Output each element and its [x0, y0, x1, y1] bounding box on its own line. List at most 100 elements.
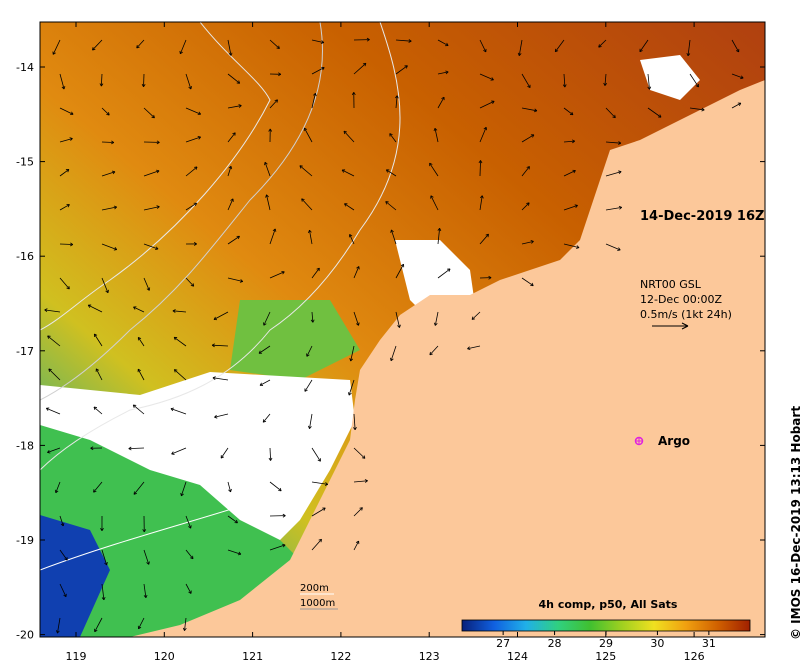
current-arrow	[311, 92, 317, 109]
current-arrow	[173, 369, 187, 381]
current-arrow	[563, 139, 575, 144]
current-arrow	[353, 37, 370, 42]
current-arrow	[311, 267, 320, 279]
current-arrow	[182, 617, 187, 631]
current-arrow	[258, 345, 271, 354]
current-arrow	[479, 39, 487, 53]
lat-tick-label: -14	[16, 61, 34, 74]
current-arrow	[521, 240, 534, 245]
current-arrow	[344, 203, 355, 211]
current-arrow	[59, 73, 66, 90]
current-arrow	[100, 515, 104, 531]
current-arrow	[429, 345, 439, 356]
current-arrow	[227, 549, 242, 556]
current-arrow	[170, 407, 187, 415]
current-arrow	[605, 141, 622, 145]
current-arrow	[303, 127, 313, 143]
lat-tick-label: -18	[16, 439, 34, 452]
current-arrow	[59, 242, 74, 247]
current-arrow	[185, 277, 195, 287]
current-arrow	[437, 227, 442, 245]
current-arrow	[603, 73, 608, 86]
current-arrow	[93, 333, 103, 347]
current-arrow	[395, 263, 405, 279]
current-arrow	[143, 107, 155, 119]
current-arrow	[563, 243, 580, 249]
current-arrow	[143, 243, 159, 251]
current-arrow	[348, 234, 355, 245]
current-arrow	[259, 379, 271, 386]
lat-tick-label: -20	[16, 629, 34, 642]
current-arrow	[639, 39, 649, 53]
current-info-line1: NRT00 GSL	[640, 278, 702, 291]
current-arrow	[87, 304, 103, 313]
lat-tick-label: -19	[16, 534, 34, 547]
current-arrow	[349, 345, 355, 362]
current-arrow	[93, 481, 103, 493]
current-arrow	[47, 335, 61, 347]
current-arrow	[563, 107, 574, 116]
cold-water-patch	[40, 515, 110, 637]
longitude-axis: 119 120 121 122 123 124 125 126	[66, 22, 705, 663]
current-arrow	[353, 413, 357, 431]
lat-tick-label: -15	[16, 156, 34, 169]
current-arrow	[180, 481, 187, 497]
current-arrow	[306, 345, 313, 357]
current-arrow	[389, 133, 397, 143]
colorbar-title: 4h comp, p50, All Sats	[539, 598, 678, 611]
current-arrows	[44, 37, 744, 634]
current-arrow	[308, 413, 313, 429]
current-arrow	[52, 39, 61, 55]
bathy-contour-200m	[40, 22, 401, 471]
current-arrow	[101, 170, 116, 177]
current-arrow	[467, 345, 481, 351]
argo-marker	[634, 436, 644, 446]
current-arrow	[227, 515, 238, 524]
current-arrow	[179, 39, 187, 55]
current-arrow	[212, 376, 229, 381]
current-arrow	[269, 39, 280, 49]
current-arrow	[521, 73, 531, 89]
lon-tick-label: 124	[507, 650, 528, 663]
current-arrow	[132, 404, 145, 415]
current-arrow	[395, 39, 412, 43]
current-arrow	[227, 165, 233, 177]
current-arrow	[185, 73, 192, 90]
current-arrow	[521, 277, 534, 287]
current-arrow	[479, 195, 484, 211]
current-arrow	[48, 368, 61, 381]
current-arrow	[311, 66, 325, 75]
current-info-line3: 0.5m/s (1kt 24h)	[640, 308, 732, 321]
colorbar-tick-label: 29	[599, 637, 613, 650]
current-arrow	[59, 277, 70, 290]
date-label: 14-Dec-2019 16Z	[640, 209, 764, 224]
current-arrow	[143, 549, 150, 565]
no-data-patch-north	[640, 55, 700, 100]
current-arrow	[437, 96, 445, 109]
current-arrow	[311, 481, 329, 486]
current-arrow	[227, 104, 242, 109]
current-arrow	[268, 447, 273, 461]
current-arrow	[264, 161, 271, 177]
current-arrow	[137, 337, 145, 347]
current-arrow	[311, 39, 325, 44]
current-arrow	[385, 169, 397, 177]
lon-tick-label: 121	[242, 650, 263, 663]
current-arrow	[227, 481, 232, 493]
current-arrow	[59, 515, 65, 527]
current-arrow	[311, 538, 322, 551]
copyright: © IMOS 16-Dec-2019 13:13 Hobart	[789, 406, 803, 640]
current-arrow	[142, 515, 147, 533]
current-arrow	[269, 228, 277, 245]
current-arrow	[59, 549, 68, 561]
current-arrow	[227, 73, 241, 84]
latitude-axis: -14 -15 -16 -17 -18 -19 -20	[16, 61, 765, 642]
current-arrow	[310, 311, 315, 323]
current-arrow	[227, 235, 240, 245]
current-arrow	[141, 73, 146, 87]
current-arrow	[605, 243, 621, 251]
current-arrow	[479, 233, 489, 245]
lon-tick-label: 120	[154, 650, 175, 663]
current-arrow	[227, 277, 244, 283]
current-arrow	[90, 446, 103, 451]
